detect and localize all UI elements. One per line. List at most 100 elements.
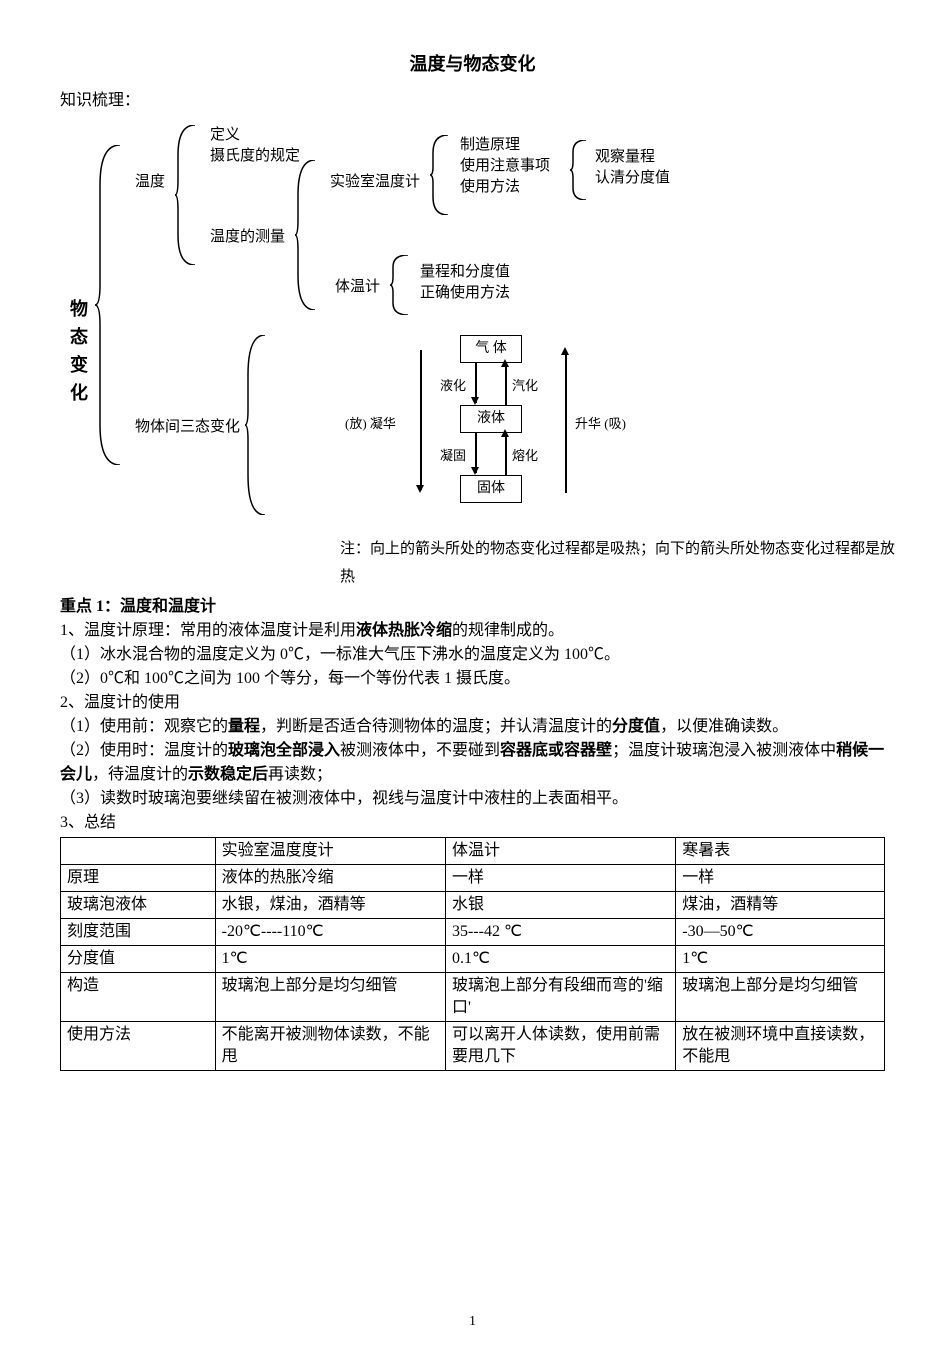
line-6: （2）使用时：温度计的玻璃泡全部浸入被测液体中，不要碰到容器底或容器壁；温度计玻… bbox=[60, 739, 885, 787]
node-lab-sub: 制造原理 使用注意事项 使用方法 bbox=[460, 133, 550, 196]
l6g: ，待温度计的 bbox=[92, 766, 188, 783]
body-content: 重点 1：温度和温度计 1、温度计原理：常用的液体温度计是利用液体热胀冷缩的规律… bbox=[60, 595, 885, 1071]
label-liquefy: 液化 bbox=[440, 375, 466, 394]
cell: 一样 bbox=[445, 865, 675, 892]
l5e: ，以便准确读数。 bbox=[660, 718, 788, 735]
cell: 1℃ bbox=[676, 946, 885, 973]
l1a: 1、温度计原理：常用的液体温度计是利用 bbox=[60, 622, 356, 639]
line-3: （2）0℃和 100℃之间为 100 个等分，每一个等份代表 1 摄氏度。 bbox=[60, 667, 885, 691]
bracket-states bbox=[245, 335, 270, 515]
cell: 构造 bbox=[61, 973, 216, 1022]
box-solid: 固体 bbox=[460, 475, 522, 503]
node-measure: 温度的测量 bbox=[210, 225, 285, 246]
l1c: 的规律制成的。 bbox=[452, 622, 564, 639]
table-row: 分度值 1℃ 0.1℃ 1℃ bbox=[61, 946, 885, 973]
l6i: 再读数； bbox=[268, 766, 332, 783]
l6e: ；温度计玻璃泡浸入被测液体中 bbox=[612, 742, 836, 759]
th-0 bbox=[61, 838, 216, 865]
table-row: 刻度范围 -20℃----110℃ 35---42 ℃ -30—50℃ bbox=[61, 919, 885, 946]
label-solidify: 凝固 bbox=[440, 445, 466, 464]
line-5: （1）使用前：观察它的量程，判断是否适合待测物体的温度；并认清温度计的分度值，以… bbox=[60, 715, 885, 739]
arrow-vaporize bbox=[505, 365, 507, 405]
arrowhead-sublimate bbox=[561, 347, 569, 355]
cell: 放在被测环境中直接读数，不能甩 bbox=[676, 1022, 885, 1071]
label-melt: 熔化 bbox=[512, 445, 538, 464]
arrow-sublimate bbox=[565, 353, 567, 493]
l5b: 量程 bbox=[228, 718, 260, 735]
box-liquid: 液体 bbox=[460, 405, 522, 433]
bracket-measure bbox=[295, 160, 320, 310]
line-4: 2、温度计的使用 bbox=[60, 691, 885, 715]
cell: -30—50℃ bbox=[676, 919, 885, 946]
table-row: 实验室温度度计 体温计 寒暑表 bbox=[61, 838, 885, 865]
arrowhead-vaporize bbox=[501, 359, 509, 367]
arrow-melt bbox=[505, 435, 507, 475]
label-vaporize: 汽化 bbox=[512, 375, 538, 394]
cell: 玻璃泡上部分是均匀细管 bbox=[215, 973, 445, 1022]
arrowhead-melt bbox=[501, 429, 509, 437]
bracket-body bbox=[390, 255, 412, 315]
page-number: 1 bbox=[0, 1314, 945, 1330]
l6c: 被测液体中，不要碰到 bbox=[340, 742, 500, 759]
cell: 可以离开人体读数，使用前需要甩几下 bbox=[445, 1022, 675, 1071]
bracket-lab bbox=[430, 135, 452, 215]
table-row: 玻璃泡液体 水银，煤油，酒精等 水银 煤油，酒精等 bbox=[61, 892, 885, 919]
cell: -20℃----110℃ bbox=[215, 919, 445, 946]
cell: 玻璃泡上部分是均匀细管 bbox=[676, 973, 885, 1022]
cell: 使用方法 bbox=[61, 1022, 216, 1071]
section-label: 知识梳理： bbox=[60, 86, 885, 110]
concept-diagram: 物态变化 温度 定义 摄氏度的规定 温度的测量 实验室温度计 制造原理 使用注意… bbox=[60, 115, 885, 585]
cell: 1℃ bbox=[215, 946, 445, 973]
label-sublimate: 升华 (吸) bbox=[575, 413, 626, 432]
l6b: 玻璃泡全部浸入 bbox=[228, 742, 340, 759]
cell: 35---42 ℃ bbox=[445, 919, 675, 946]
table-row: 构造 玻璃泡上部分是均匀细管 玻璃泡上部分有段细而弯的'缩口' 玻璃泡上部分是均… bbox=[61, 973, 885, 1022]
table-row: 原理 液体的热胀冷缩 一样 一样 bbox=[61, 865, 885, 892]
th-3: 寒暑表 bbox=[676, 838, 885, 865]
cell: 水银，煤油，酒精等 bbox=[215, 892, 445, 919]
box-gas: 气 体 bbox=[460, 335, 522, 363]
document-page: 温度与物态变化 知识梳理： 物态变化 温度 定义 摄氏度的规定 温度的测量 实验… bbox=[0, 0, 945, 1350]
summary-table: 实验室温度度计 体温计 寒暑表 原理 液体的热胀冷缩 一样 一样 玻璃泡液体 水… bbox=[60, 837, 885, 1071]
node-obs: 观察量程 认清分度值 bbox=[595, 145, 670, 187]
diagram-note: 注：向上的箭头所处的物态变化过程都是吸热；向下的箭头所处物态变化过程都是放热 bbox=[340, 535, 900, 591]
bracket-obs bbox=[570, 140, 590, 200]
page-title: 温度与物态变化 bbox=[60, 50, 885, 76]
cell: 不能离开被测物体读数，不能甩 bbox=[215, 1022, 445, 1071]
node-body-sub: 量程和分度值 正确使用方法 bbox=[420, 260, 510, 302]
state-diagram: 气 体 液体 固体 液化 汽化 凝固 熔化 (放) 凝华 bbox=[400, 335, 630, 515]
l6a: （2）使用时：温度计的 bbox=[60, 742, 228, 759]
cell: 0.1℃ bbox=[445, 946, 675, 973]
node-def: 定义 摄氏度的规定 bbox=[210, 123, 300, 165]
l5d: 分度值 bbox=[612, 718, 660, 735]
root-label: 物态变化 bbox=[70, 295, 90, 407]
line-2: （1）冰水混合物的温度定义为 0℃，一标准大气压下沸水的温度定义为 100℃。 bbox=[60, 643, 885, 667]
line-7: （3）读数时玻璃泡要继续留在被测液体中，视线与温度计中液柱的上表面相平。 bbox=[60, 787, 885, 811]
cell: 刻度范围 bbox=[61, 919, 216, 946]
cell: 一样 bbox=[676, 865, 885, 892]
kp1-title: 重点 1：温度和温度计 bbox=[60, 598, 216, 615]
node-body: 体温计 bbox=[335, 275, 380, 296]
arrow-deposit bbox=[420, 350, 422, 490]
cell: 水银 bbox=[445, 892, 675, 919]
node-states: 物体间三态变化 bbox=[135, 415, 240, 436]
l1b: 液体热胀冷缩 bbox=[356, 622, 452, 639]
table-row: 使用方法 不能离开被测物体读数，不能甩 可以离开人体读数，使用前需要甩几下 放在… bbox=[61, 1022, 885, 1071]
bracket-root bbox=[95, 145, 125, 465]
arrowhead-liquefy bbox=[471, 397, 479, 405]
arrowhead-solidify bbox=[471, 467, 479, 475]
line-1: 1、温度计原理：常用的液体温度计是利用液体热胀冷缩的规律制成的。 bbox=[60, 619, 885, 643]
cell: 液体的热胀冷缩 bbox=[215, 865, 445, 892]
node-lab: 实验室温度计 bbox=[330, 170, 420, 191]
line-8: 3、总结 bbox=[60, 811, 885, 835]
cell: 分度值 bbox=[61, 946, 216, 973]
l5a: （1）使用前：观察它的 bbox=[60, 718, 228, 735]
th-1: 实验室温度度计 bbox=[215, 838, 445, 865]
l5c: ，判断是否适合待测物体的温度；并认清温度计的 bbox=[260, 718, 612, 735]
node-temp: 温度 bbox=[135, 170, 165, 191]
label-deposit: (放) 凝华 bbox=[345, 413, 396, 432]
cell: 原理 bbox=[61, 865, 216, 892]
arrowhead-deposit bbox=[416, 485, 424, 493]
root-text: 物态变化 bbox=[70, 299, 88, 403]
cell: 玻璃泡液体 bbox=[61, 892, 216, 919]
